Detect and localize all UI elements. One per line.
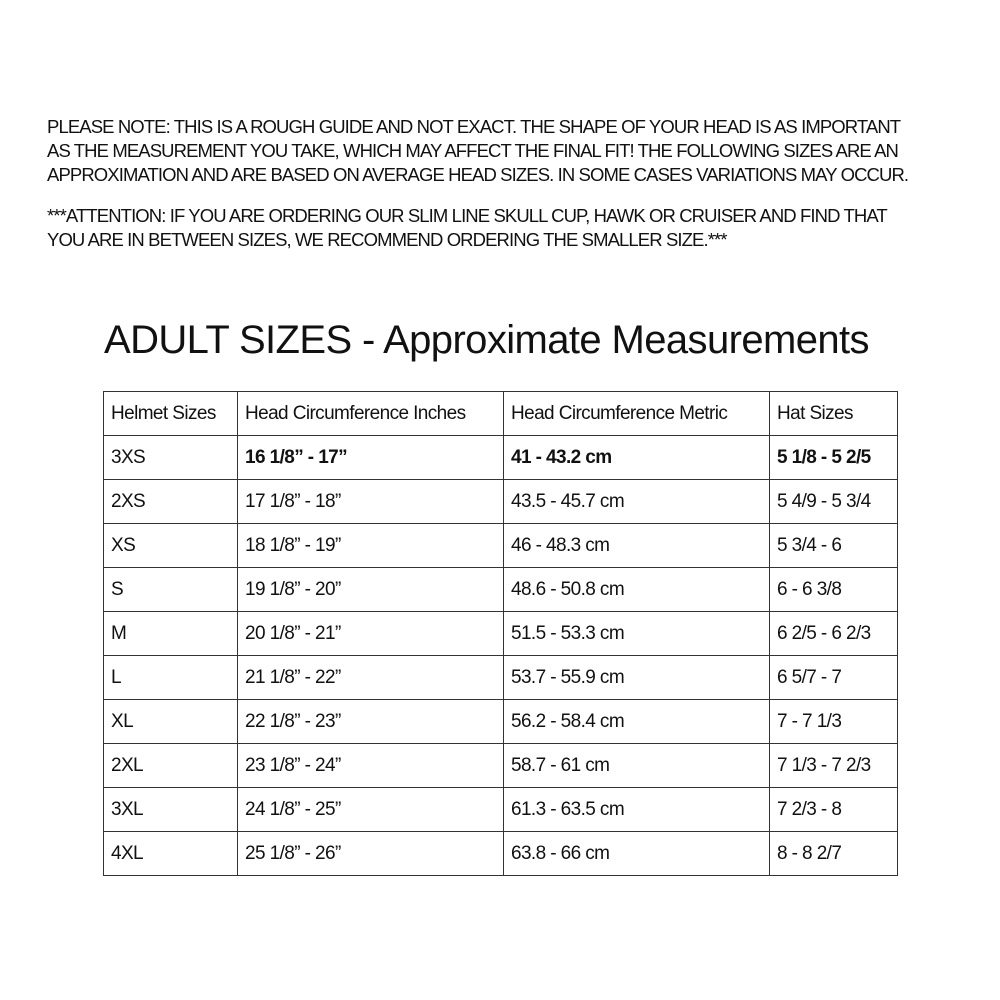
hat-size-cell: 7 2/3 - 8 <box>769 787 898 832</box>
helmet-size-cell: 3XS <box>103 435 238 480</box>
notice-line: AS THE MEASUREMENT YOU TAKE, WHICH MAY A… <box>47 140 899 161</box>
table-row: 3XL 24 1/8” - 25” 61.3 - 63.5 cm 7 2/3 - 8 <box>103 787 898 832</box>
inches-cell: 19 1/8” - 20” <box>237 567 504 612</box>
table-row: S 19 1/8” - 20” 48.6 - 50.8 cm 6 - 6 3/8 <box>103 567 898 612</box>
inches-cell: 18 1/8” - 19” <box>237 523 504 568</box>
helmet-size-cell: 2XL <box>103 743 238 788</box>
attention-line: ***ATTENTION: IF YOU ARE ORDERING OUR SL… <box>47 205 888 226</box>
header-helmet-sizes: Helmet Sizes <box>103 391 238 436</box>
metric-cell: 56.2 - 58.4 cm <box>503 699 770 744</box>
hat-size-cell: 5 3/4 - 6 <box>769 523 898 568</box>
metric-cell: 53.7 - 55.9 cm <box>503 655 770 700</box>
metric-cell: 58.7 - 61 cm <box>503 743 770 788</box>
attention-line: YOU ARE IN BETWEEN SIZES, WE RECOMMEND O… <box>47 229 728 250</box>
table-row: M 20 1/8” - 21” 51.5 - 53.3 cm 6 2/5 - 6 2/… <box>103 611 898 656</box>
inches-cell: 23 1/8” - 24” <box>237 743 504 788</box>
table-row: L 21 1/8” - 22” 53.7 - 55.9 cm 6 5/7 - 7 <box>103 655 898 700</box>
table-row: XL 22 1/8” - 23” 56.2 - 58.4 cm 7 - 7 1/3 <box>103 699 898 744</box>
page-title: ADULT SIZES - Approximate Measurements <box>104 318 870 362</box>
size-table: Helmet Sizes Head Circumference Inches H… <box>103 391 898 876</box>
hat-size-cell: 5 4/9 - 5 3/4 <box>769 479 898 524</box>
metric-cell: 48.6 - 50.8 cm <box>503 567 770 612</box>
metric-cell: 43.5 - 45.7 cm <box>503 479 770 524</box>
hat-size-cell: 5 1/8 - 5 2/5 <box>769 435 898 480</box>
header-hat-sizes: Hat Sizes <box>769 391 898 436</box>
hat-size-cell: 8 - 8 2/7 <box>769 831 898 876</box>
helmet-size-cell: XL <box>103 699 238 744</box>
helmet-size-cell: M <box>103 611 238 656</box>
table-row: XS 18 1/8” - 19” 46 - 48.3 cm 5 3/4 - 6 <box>103 523 898 568</box>
helmet-size-cell: L <box>103 655 238 700</box>
inches-cell: 17 1/8” - 18” <box>237 479 504 524</box>
helmet-size-cell: 4XL <box>103 831 238 876</box>
inches-cell: 25 1/8” - 26” <box>237 831 504 876</box>
metric-cell: 63.8 - 66 cm <box>503 831 770 876</box>
helmet-size-cell: 2XS <box>103 479 238 524</box>
metric-cell: 61.3 - 63.5 cm <box>503 787 770 832</box>
hat-size-cell: 7 1/3 - 7 2/3 <box>769 743 898 788</box>
table-row: 3XS 16 1/8” - 17” 41 - 43.2 cm 5 1/8 - 5 2/… <box>103 435 898 480</box>
header-metric: Head Circumference Metric <box>503 391 770 436</box>
hat-size-cell: 7 - 7 1/3 <box>769 699 898 744</box>
notice-line: PLEASE NOTE: THIS IS A ROUGH GUIDE AND N… <box>47 116 901 137</box>
metric-cell: 41 - 43.2 cm <box>503 435 770 480</box>
hat-size-cell: 6 - 6 3/8 <box>769 567 898 612</box>
header-inches: Head Circumference Inches <box>237 391 504 436</box>
table-row: 2XS 17 1/8” - 18” 43.5 - 45.7 cm 5 4/9 - 5 … <box>103 479 898 524</box>
inches-cell: 16 1/8” - 17” <box>237 435 504 480</box>
metric-cell: 46 - 48.3 cm <box>503 523 770 568</box>
metric-cell: 51.5 - 53.3 cm <box>503 611 770 656</box>
inches-cell: 20 1/8” - 21” <box>237 611 504 656</box>
table-row: 4XL 25 1/8” - 26” 63.8 - 66 cm 8 - 8 2/7 <box>103 831 898 876</box>
table-header-row: Helmet Sizes Head Circumference Inches H… <box>103 391 898 436</box>
notice-line: APPROXIMATION AND ARE BASED ON AVERAGE H… <box>47 164 909 185</box>
inches-cell: 22 1/8” - 23” <box>237 699 504 744</box>
helmet-size-cell: S <box>103 567 238 612</box>
hat-size-cell: 6 2/5 - 6 2/3 <box>769 611 898 656</box>
helmet-size-cell: XS <box>103 523 238 568</box>
helmet-size-cell: 3XL <box>103 787 238 832</box>
inches-cell: 24 1/8” - 25” <box>237 787 504 832</box>
hat-size-cell: 6 5/7 - 7 <box>769 655 898 700</box>
table-row: 2XL 23 1/8” - 24” 58.7 - 61 cm 7 1/3 - 7 2/… <box>103 743 898 788</box>
inches-cell: 21 1/8” - 22” <box>237 655 504 700</box>
